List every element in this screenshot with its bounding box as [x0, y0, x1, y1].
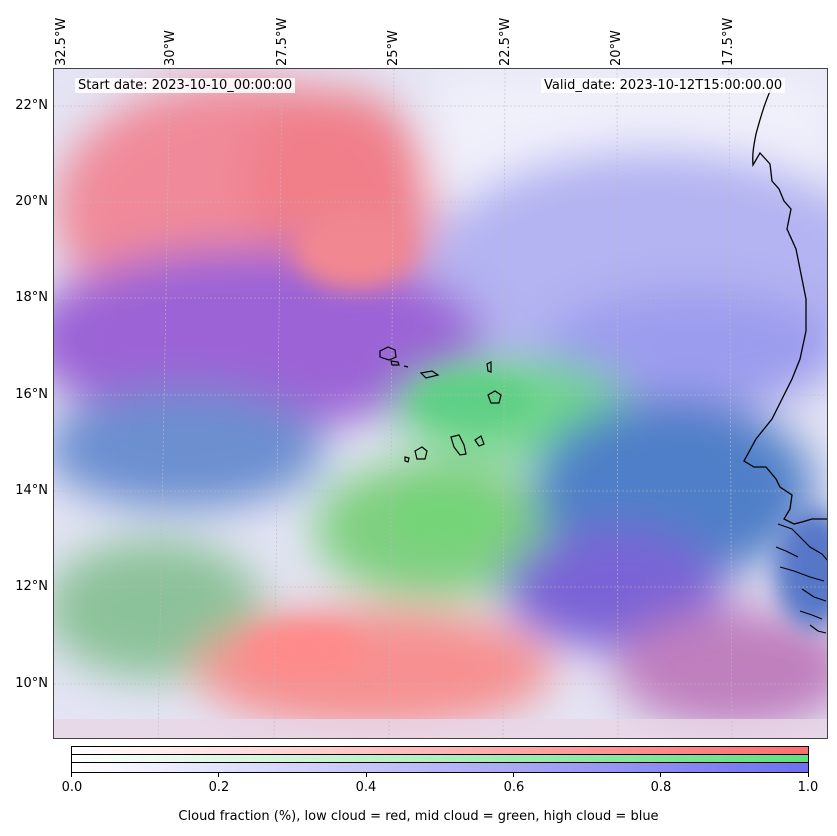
- lon-label-25w: 25°W: [386, 30, 401, 66]
- island-sao-nicolau: [419, 370, 440, 379]
- cloud-fraction-map: [53, 68, 828, 739]
- island-santo-antao: [379, 346, 397, 361]
- valid-date-label: Valid_date: 2023-10-12T15:00:00.00: [541, 78, 786, 93]
- colorbar-low-cloud: [72, 747, 808, 755]
- low-cloud-south: [194, 609, 554, 729]
- colorbar-tick-0-0: 0.0: [61, 780, 83, 795]
- lon-label-17-5w: 17.5°W: [721, 17, 736, 66]
- island-sao-vicente: [390, 360, 400, 366]
- colorbar-tick-0-2: 0.2: [208, 780, 230, 795]
- mid-cloud-patch-center: [394, 489, 494, 549]
- colorbar-tickmark: [218, 773, 219, 777]
- colorbar-high-cloud: [72, 763, 808, 772]
- bottom-strip: [54, 719, 827, 738]
- lat-label-10n: 10°N: [15, 676, 48, 691]
- colorbar-mid-cloud: [72, 755, 808, 763]
- gridlines: [54, 69, 827, 738]
- colorbar-tickmark: [71, 773, 72, 777]
- high-cloud-band: [544, 289, 827, 409]
- colorbar-label: Cloud fraction (%), low cloud = red, mid…: [178, 809, 659, 824]
- coastline-guinea-bissau: [775, 523, 827, 634]
- island-boa-vista: [487, 390, 502, 404]
- cape-verde-islands: [379, 346, 502, 463]
- colorbar-tick-0-4: 0.4: [355, 780, 377, 795]
- low-cloud-patch-south: [244, 624, 364, 674]
- colorbar-tickmark: [660, 773, 661, 777]
- start-date-label: Start date: 2023-10-10_00:00:00: [75, 78, 296, 93]
- low-cloud-patch: [294, 209, 414, 289]
- mixed-cloud-west: [54, 249, 484, 429]
- lat-label-20n: 20°N: [15, 194, 48, 209]
- island-brava: [404, 456, 410, 463]
- island-santiago: [450, 434, 467, 456]
- colorbar-tickmark: [513, 773, 514, 777]
- lon-label-32-5w: 32.5°W: [54, 17, 69, 66]
- lon-label-22-5w: 22.5°W: [498, 17, 513, 66]
- island-fogo: [414, 446, 428, 460]
- lat-label-18n: 18°N: [15, 290, 48, 305]
- colorbar-tick-0-8: 0.8: [650, 780, 672, 795]
- lon-label-20w: 20°W: [609, 30, 624, 66]
- island-sal: [486, 361, 492, 373]
- coastline-mainland: [743, 86, 827, 525]
- lon-label-27-5w: 27.5°W: [275, 17, 290, 66]
- colorbar: [71, 746, 809, 773]
- colorbar-tickmark: [366, 773, 367, 777]
- map-canvas: [54, 69, 827, 738]
- lat-label-16n: 16°N: [15, 387, 48, 402]
- lat-label-22n: 22°N: [15, 98, 48, 113]
- colorbar-tick-1-0: 1.0: [797, 780, 819, 795]
- lat-label-12n: 12°N: [15, 579, 48, 594]
- lat-label-14n: 14°N: [15, 483, 48, 498]
- high-cloud-patch-coast: [774, 509, 827, 629]
- colorbar-tick-0-6: 0.6: [503, 780, 525, 795]
- mixed-cloud-southwest: [54, 389, 324, 509]
- island-santa-luzia: [403, 365, 409, 368]
- lon-label-30w: 30°W: [163, 30, 178, 66]
- mid-cloud-patch-north: [414, 374, 534, 424]
- colorbar-tickmark: [808, 773, 809, 777]
- island-maio: [474, 435, 485, 447]
- low-cloud-southeast: [614, 609, 827, 729]
